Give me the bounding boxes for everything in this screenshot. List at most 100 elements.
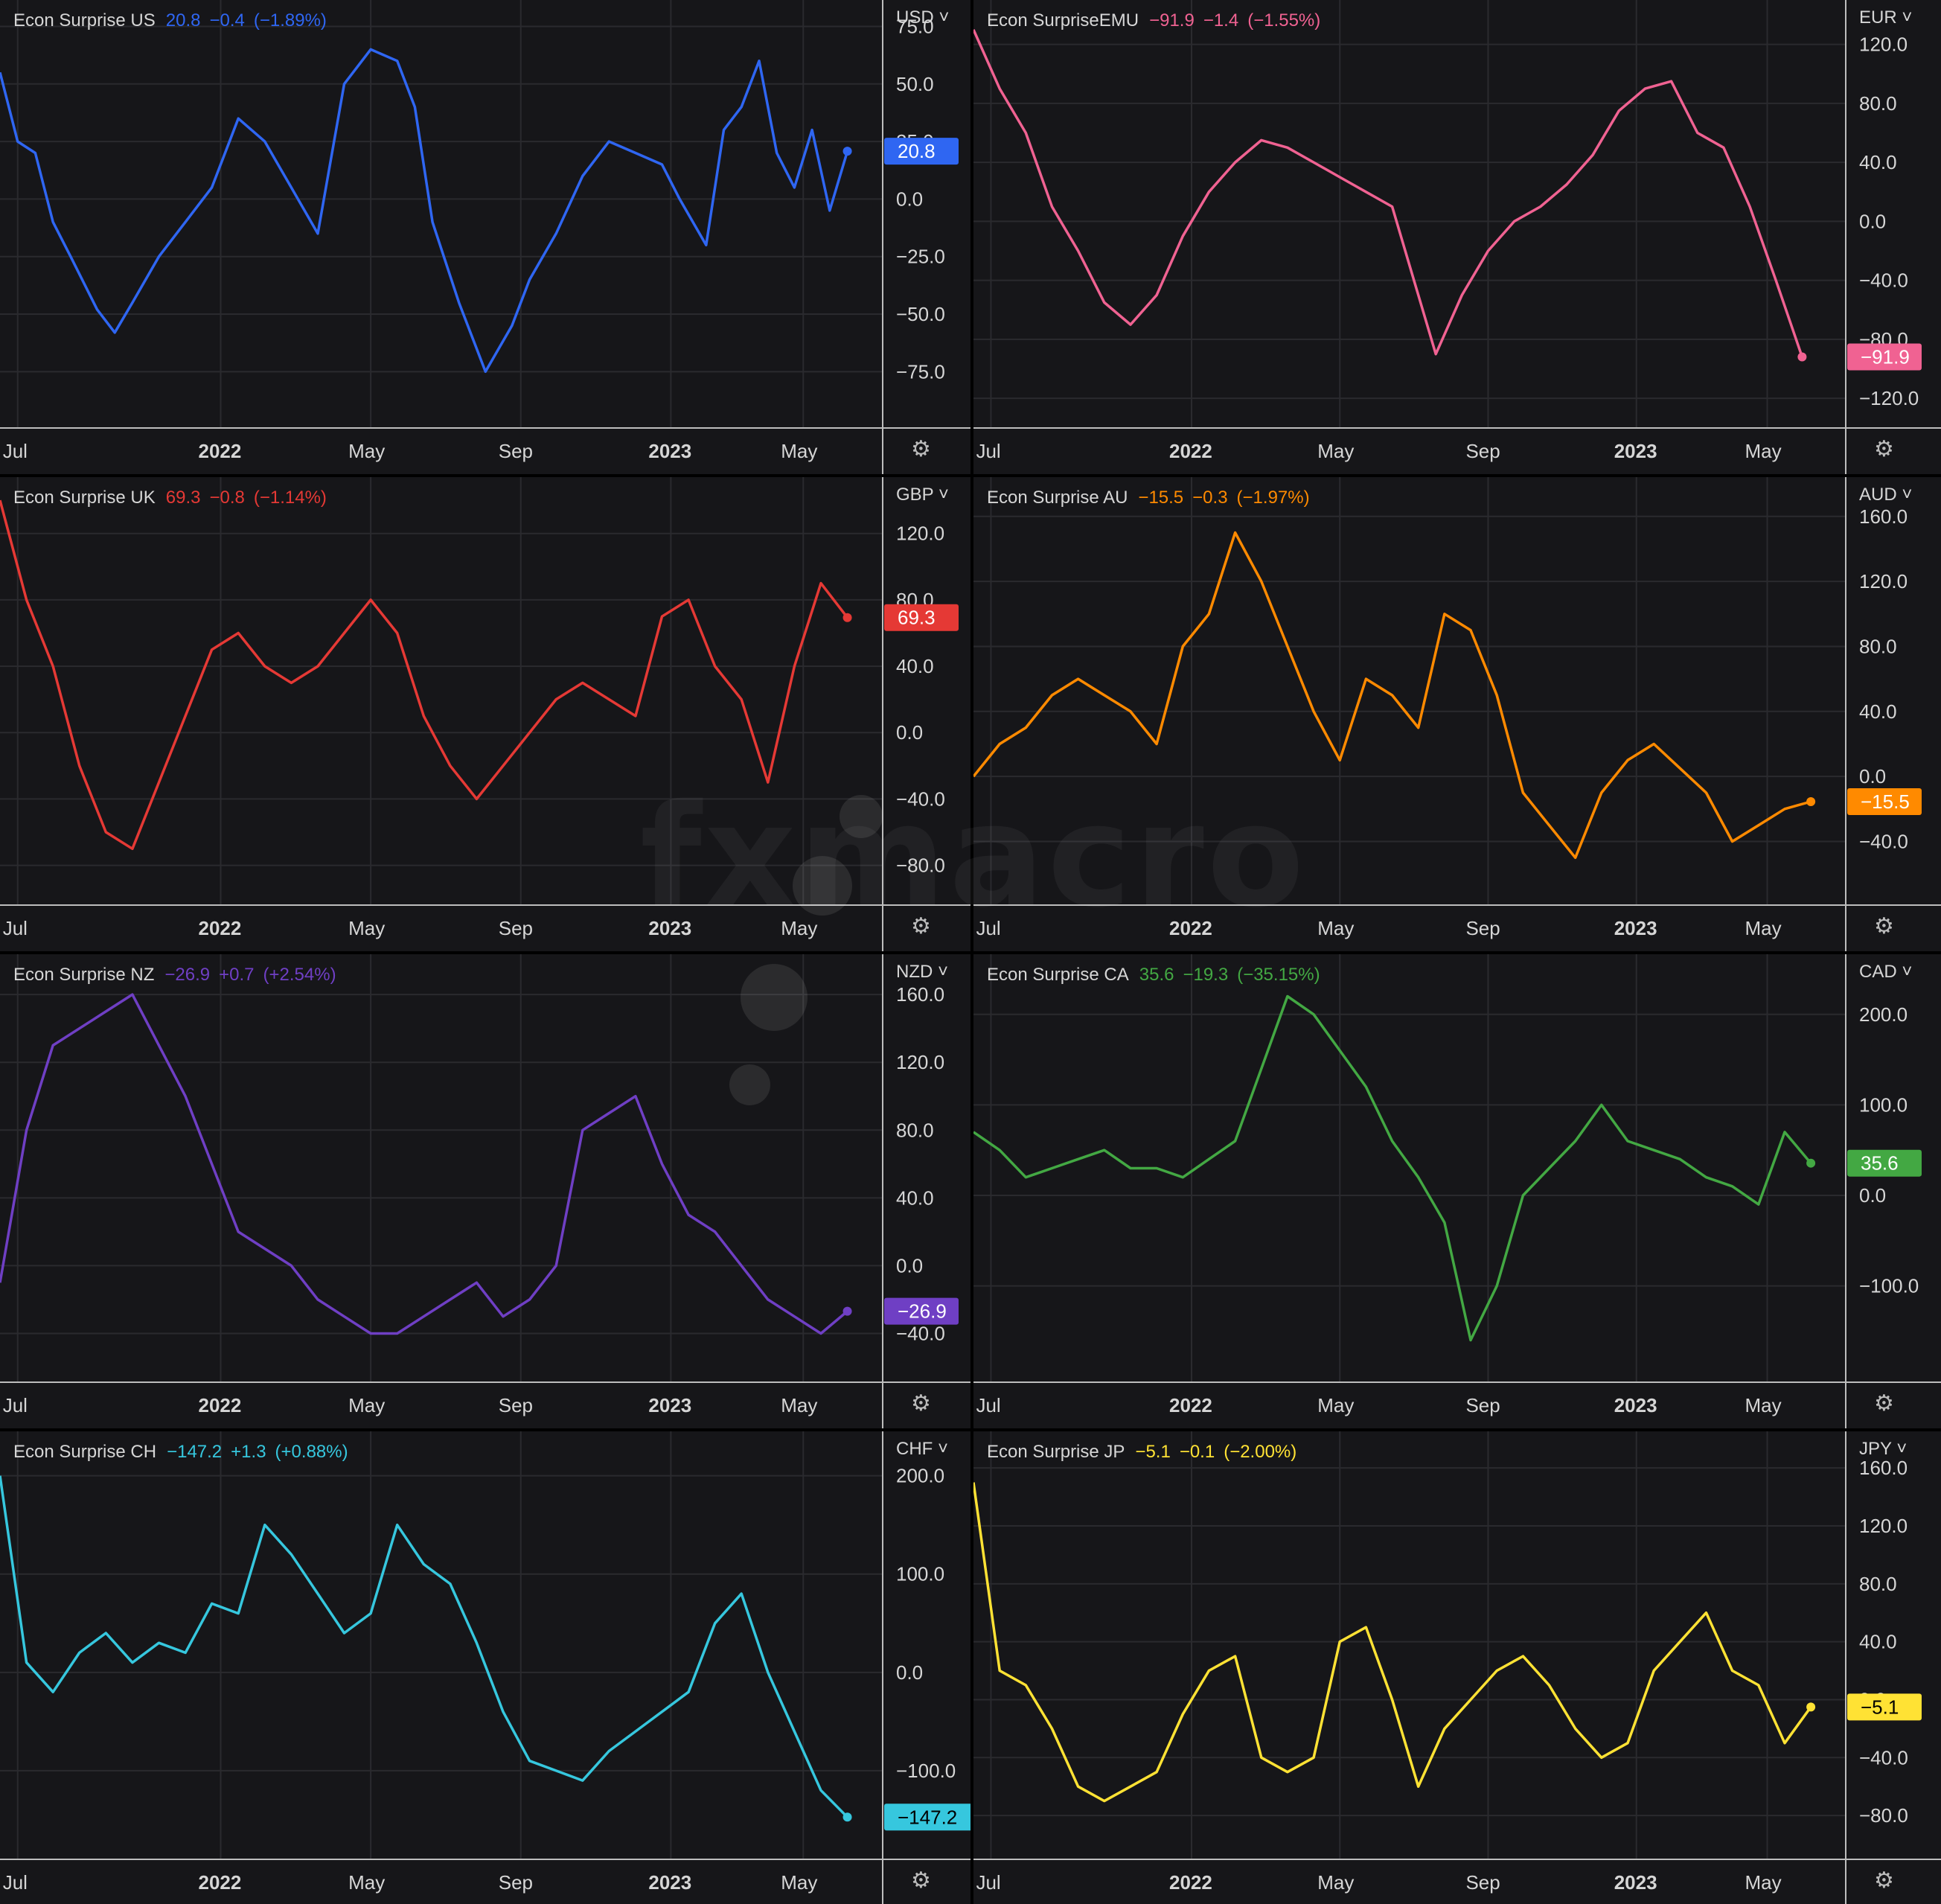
y-tick-label: 40.0 [1859,700,1897,723]
change-value: +1.3 [231,1442,266,1462]
last-value-label: −91.9 [1861,346,1910,368]
x-tick-label: Sep [499,440,533,462]
last-value-label: −147.2 [898,1806,957,1828]
last-value: 69.3 [165,488,201,508]
change-value: −19.3 [1183,965,1229,985]
settings-gear-icon[interactable]: ⚙ [1874,1391,1894,1416]
chart-panel[interactable]: Econ Surprise JP −5.1 −0.1 (−2.00%) JPY ˅ 160… [973,1431,1941,1904]
last-value-badge [1847,788,1922,815]
series-name: Econ Surprise UK [13,488,156,508]
x-tick-label: 2022 [199,917,242,939]
chart-panel[interactable]: Econ Surprise NZ −26.9 +0.7 (+2.54%) NZD ˅ 16… [0,954,970,1428]
settings-gear-icon[interactable]: ⚙ [1874,1868,1894,1893]
settings-gear-icon[interactable]: ⚙ [1874,914,1894,939]
y-tick-label: 0.0 [896,1254,923,1277]
series-name: Econ Surprise CH [13,1442,157,1462]
last-value: −26.9 [164,965,211,985]
series-name: Econ Surprise AU [987,488,1128,508]
y-tick-label: −75.0 [896,360,945,383]
x-tick-label: Sep [1465,917,1500,939]
last-point [842,1306,852,1316]
x-tick-label: Sep [1465,440,1500,462]
y-tick-label: 0.0 [896,188,923,210]
settings-gear-icon[interactable]: ⚙ [911,1868,931,1893]
y-tick-label: −120.0 [1859,387,1919,409]
x-tick-label: May [348,917,385,939]
x-tick-label: May [781,1394,817,1416]
settings-gear-icon[interactable]: ⚙ [1874,437,1894,461]
series-name: Econ Surprise US [13,10,156,31]
last-value-badge [884,604,959,631]
currency-selector[interactable]: CHF ˅ [896,1439,949,1459]
currency-selector[interactable]: EUR ˅ [1859,7,1913,28]
x-tick-label: 2022 [1169,1394,1212,1416]
currency-selector[interactable]: JPY ˅ [1859,1439,1908,1459]
x-tick-label: Jul [976,1871,1000,1894]
y-tick-label: 75.0 [896,15,934,37]
change-value: −1.4 [1203,10,1239,31]
x-tick-label: Jul [976,440,1000,462]
y-tick-label: 160.0 [1859,1457,1908,1479]
last-value-badge [1847,1693,1922,1721]
y-tick-label: −40.0 [1859,830,1908,852]
last-point [842,1812,852,1822]
x-tick-label: May [1317,917,1354,939]
last-point [842,147,852,156]
chart-panel[interactable]: Econ Surprise UK 69.3 −0.8 (−1.14%) GBP ˅ 120… [0,477,970,951]
change-percent: (−1.97%) [1236,488,1310,508]
last-value: 20.8 [165,10,201,31]
x-tick-label: Jul [3,917,28,939]
last-value: −5.1 [1135,1442,1171,1462]
last-point [1806,1702,1816,1712]
currency-selector[interactable]: GBP ˅ [896,485,949,505]
currency-selector[interactable]: USD ˅ [896,7,950,28]
last-value-badge [884,1297,959,1325]
series-line [973,1482,1812,1803]
x-tick-label: 2023 [1614,1394,1657,1416]
series-line [0,1475,848,1818]
currency-selector[interactable]: AUD ˅ [1859,485,1913,505]
x-tick-label: 2023 [1614,917,1657,939]
chart-legend: Econ Surprise CH −147.2 +1.3 (+0.88%) [13,1442,357,1463]
settings-gear-icon[interactable]: ⚙ [911,437,931,461]
last-value: −91.9 [1149,10,1195,31]
y-tick-label: 160.0 [896,983,944,1006]
chart-panel[interactable]: Econ SurpriseEMU −91.9 −1.4 (−1.55%) EUR ˅ 12… [973,0,1941,474]
series-name: Econ Surprise JP [987,1442,1125,1462]
settings-gear-icon[interactable]: ⚙ [911,1391,931,1416]
x-tick-label: Sep [499,1394,533,1416]
chart-panel[interactable]: Econ Surprise CH −147.2 +1.3 (+0.88%) CHF ˅ 2… [0,1431,970,1904]
last-point [1806,1158,1816,1168]
last-value-label: −26.9 [898,1300,947,1323]
chart-panel[interactable]: Econ Surprise CA 35.6 −19.3 (−35.15%) CAD ˅ 2… [973,954,1941,1428]
x-tick-label: May [1317,1871,1354,1894]
y-tick-label: 120.0 [896,1051,944,1073]
y-tick-label: 80.0 [1859,92,1897,115]
x-tick-label: May [781,1871,817,1894]
y-tick-label: 0.0 [1859,765,1886,788]
change-percent: (+0.88%) [275,1442,348,1462]
chart-panel[interactable]: Econ Surprise US 20.8 −0.4 (−1.89%) USD ˅ 75.… [0,0,970,474]
x-tick-label: Sep [1465,1871,1500,1894]
last-value: −15.5 [1138,488,1184,508]
x-tick-label: May [1745,917,1782,939]
currency-selector[interactable]: CAD ˅ [1859,962,1913,982]
series-line [0,48,849,374]
x-tick-label: Jul [3,1394,28,1416]
currency-selector[interactable]: NZD ˅ [896,962,949,982]
y-tick-label: 200.0 [1859,1003,1908,1026]
series-line [973,531,1812,860]
chart-panel[interactable]: Econ Surprise AU −15.5 −0.3 (−1.97%) AUD ˅ 16… [973,477,1941,951]
chart-legend: Econ Surprise AU −15.5 −0.3 (−1.97%) [987,488,1319,508]
x-tick-label: 2023 [1614,1871,1657,1894]
y-tick-label: 120.0 [1859,33,1908,56]
y-tick-label: 50.0 [896,73,934,95]
y-tick-label: −80.0 [896,854,945,877]
y-tick-label: 200.0 [896,1465,944,1487]
change-value: −0.8 [209,488,245,508]
settings-gear-icon[interactable]: ⚙ [911,914,931,939]
series-line [0,993,848,1335]
y-tick-label: −50.0 [896,303,945,325]
y-tick-label: 120.0 [896,523,944,545]
